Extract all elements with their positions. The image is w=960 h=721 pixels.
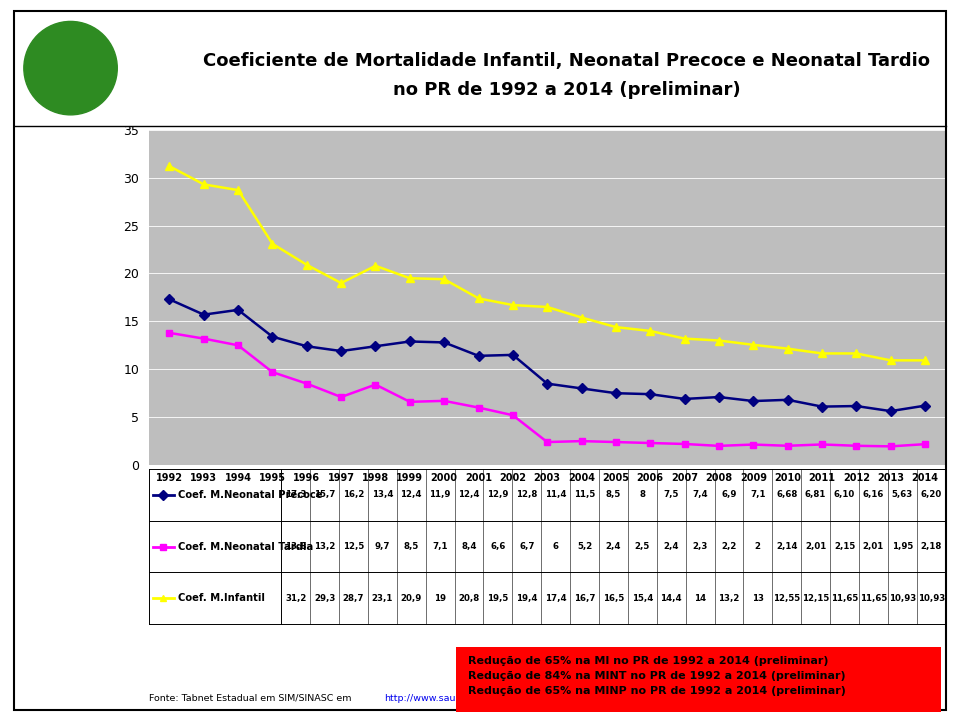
Text: 10,93: 10,93 — [889, 594, 916, 603]
Text: 2,4: 2,4 — [663, 542, 679, 551]
Text: 7,5: 7,5 — [663, 490, 679, 499]
Text: 10,93: 10,93 — [918, 594, 945, 603]
Text: 11,4: 11,4 — [545, 490, 566, 499]
Text: 20,8: 20,8 — [458, 594, 480, 603]
Text: 2: 2 — [755, 542, 761, 551]
Text: Fonte: Tabnet Estadual em SIM/SINASC em: Fonte: Tabnet Estadual em SIM/SINASC em — [149, 694, 354, 703]
Text: 2,3: 2,3 — [692, 542, 708, 551]
Text: 5,2: 5,2 — [577, 542, 592, 551]
Text: 17,3: 17,3 — [285, 490, 306, 499]
Text: 9,7: 9,7 — [374, 542, 390, 551]
Text: 6,6: 6,6 — [491, 542, 506, 551]
Text: 2,5: 2,5 — [635, 542, 650, 551]
Text: 31,2: 31,2 — [285, 594, 306, 603]
Text: 7,4: 7,4 — [692, 490, 708, 499]
Text: 17,4: 17,4 — [545, 594, 566, 603]
Text: 19,4: 19,4 — [516, 594, 538, 603]
Text: 14,4: 14,4 — [660, 594, 682, 603]
Text: 6,9: 6,9 — [721, 490, 736, 499]
Text: 6,68: 6,68 — [776, 490, 798, 499]
Text: 12,9: 12,9 — [488, 490, 509, 499]
Text: Coeficiente de Mortalidade Infantil, Neonatal Precoce e Neonatal Tardio: Coeficiente de Mortalidade Infantil, Neo… — [203, 53, 930, 70]
Text: 14: 14 — [694, 594, 707, 603]
Text: em maio 2014: em maio 2014 — [494, 694, 566, 703]
Text: 6,16: 6,16 — [863, 490, 884, 499]
Text: 28,7: 28,7 — [343, 594, 364, 603]
Text: 11,5: 11,5 — [574, 490, 595, 499]
Text: 12,55: 12,55 — [773, 594, 801, 603]
Text: 8,5: 8,5 — [403, 542, 419, 551]
Text: 6,10: 6,10 — [834, 490, 855, 499]
Text: 2,01: 2,01 — [863, 542, 884, 551]
Text: 7,1: 7,1 — [432, 542, 448, 551]
Text: 8,4: 8,4 — [461, 542, 477, 551]
Text: 6: 6 — [553, 542, 559, 551]
Text: 1,95: 1,95 — [892, 542, 913, 551]
Text: 5,63: 5,63 — [892, 490, 913, 499]
Text: 16,7: 16,7 — [574, 594, 595, 603]
Text: Redução de 65% na MI no PR de 1992 a 2014 (preliminar)
Redução de 84% na MINT no: Redução de 65% na MI no PR de 1992 a 201… — [468, 656, 846, 696]
Text: 12,4: 12,4 — [458, 490, 480, 499]
Text: Coef. M.Neonatal Tardia: Coef. M.Neonatal Tardia — [178, 541, 313, 552]
Text: Coef. M.Neonatal Precoce: Coef. M.Neonatal Precoce — [178, 490, 323, 500]
Text: 15,7: 15,7 — [314, 490, 335, 499]
Text: no PR de 1992 a 2014 (preliminar): no PR de 1992 a 2014 (preliminar) — [393, 81, 740, 99]
Text: 12,15: 12,15 — [802, 594, 829, 603]
Text: 13,8: 13,8 — [285, 542, 306, 551]
Text: 20,9: 20,9 — [400, 594, 421, 603]
Text: 29,3: 29,3 — [314, 594, 335, 603]
Text: 6,20: 6,20 — [921, 490, 942, 499]
Text: http://www.saude.pr.gov.br: http://www.saude.pr.gov.br — [384, 694, 512, 703]
Text: 16,2: 16,2 — [343, 490, 364, 499]
Text: 19: 19 — [434, 594, 446, 603]
Text: 13,2: 13,2 — [718, 594, 739, 603]
Text: 11,65: 11,65 — [831, 594, 858, 603]
Text: 2,4: 2,4 — [606, 542, 621, 551]
Text: 23,1: 23,1 — [372, 594, 393, 603]
Text: 8,5: 8,5 — [606, 490, 621, 499]
Text: 6,81: 6,81 — [804, 490, 827, 499]
Text: 13: 13 — [752, 594, 764, 603]
Text: 19,5: 19,5 — [488, 594, 509, 603]
Text: 13,2: 13,2 — [314, 542, 335, 551]
Text: 2,01: 2,01 — [805, 542, 827, 551]
Text: 13,4: 13,4 — [372, 490, 394, 499]
Text: 12,4: 12,4 — [400, 490, 422, 499]
Text: 16,5: 16,5 — [603, 594, 624, 603]
Text: 6,7: 6,7 — [519, 542, 535, 551]
Text: 15,4: 15,4 — [632, 594, 653, 603]
Text: 2,18: 2,18 — [921, 542, 942, 551]
Circle shape — [24, 22, 117, 115]
Text: 2,14: 2,14 — [776, 542, 798, 551]
Text: 2,2: 2,2 — [721, 542, 736, 551]
Text: 12,5: 12,5 — [343, 542, 364, 551]
Text: 11,65: 11,65 — [860, 594, 887, 603]
Text: 12,8: 12,8 — [516, 490, 538, 499]
Text: Coef. M.Infantil: Coef. M.Infantil — [178, 593, 264, 603]
Text: 2,15: 2,15 — [834, 542, 855, 551]
Text: 11,9: 11,9 — [429, 490, 451, 499]
Text: 8: 8 — [639, 490, 645, 499]
Text: 7,1: 7,1 — [750, 490, 766, 499]
